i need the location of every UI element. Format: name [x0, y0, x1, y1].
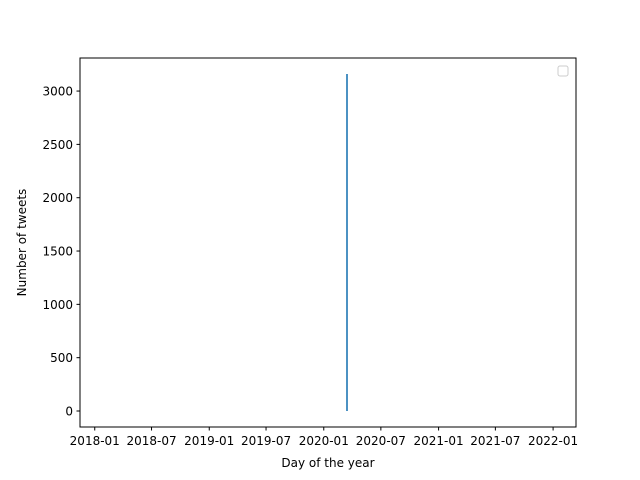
plot-frame [79, 57, 577, 428]
y-axis-label: Number of tweets [15, 189, 29, 297]
x-tick-label: 2022-01 [528, 434, 578, 448]
y-axis-ticks: 0 500 1000 1500 2000 2500 3000 [42, 85, 80, 419]
x-tick-label: 2020-07 [356, 434, 406, 448]
x-tick-label: 2019-07 [241, 434, 291, 448]
x-axis-ticks: 2018-01 2018-07 2019-01 2019-07 2020-01 2020-… [70, 427, 578, 448]
y-tick-label: 2500 [42, 138, 73, 152]
legend-box [557, 65, 569, 77]
y-tick-label: 0 [65, 405, 73, 419]
y-tick-label: 2000 [42, 191, 73, 205]
x-tick-label: 2018-07 [126, 434, 176, 448]
x-tick-label: 2020-01 [299, 434, 349, 448]
y-tick-label: 3000 [42, 85, 73, 99]
x-tick-label: 2018-01 [70, 434, 120, 448]
x-tick-label: 2019-01 [184, 434, 234, 448]
x-tick-label: 2021-07 [470, 434, 520, 448]
y-tick-label: 1500 [42, 245, 73, 259]
y-tick-label: 500 [50, 351, 73, 365]
y-tick-label: 1000 [42, 298, 73, 312]
x-axis-label: Day of the year [281, 456, 374, 470]
x-tick-label: 2021-01 [414, 434, 464, 448]
